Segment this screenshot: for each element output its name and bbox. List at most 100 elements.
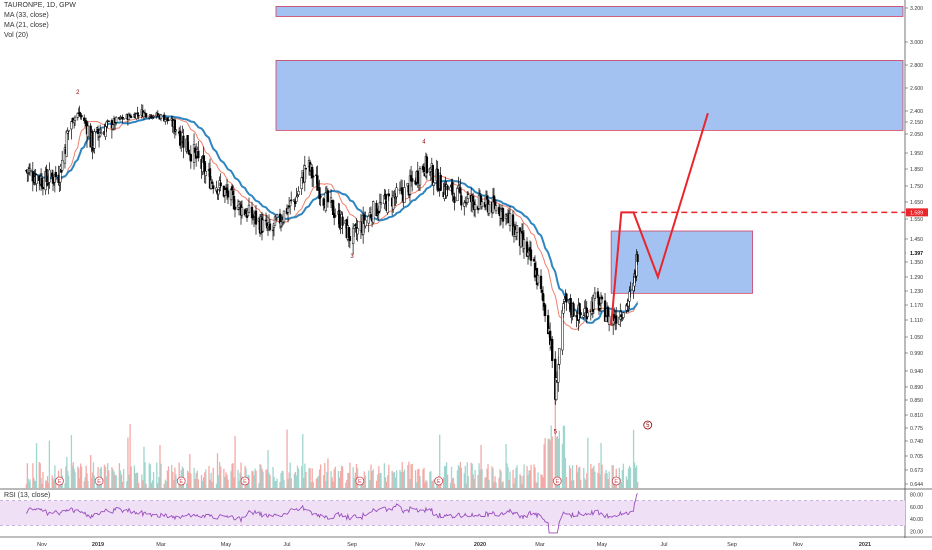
earnings-marker-label: E	[555, 479, 559, 485]
volume-bar	[585, 480, 587, 488]
price-tick-label: 1.750	[910, 184, 923, 190]
volume-bar	[156, 462, 158, 488]
volume-bar	[204, 472, 206, 488]
candle-body	[449, 186, 452, 191]
volume-bar	[408, 461, 410, 488]
volume-bar	[233, 477, 235, 488]
volume-bar	[137, 482, 140, 488]
rsi-band	[0, 500, 905, 526]
volume-bar	[460, 467, 463, 488]
candle-body	[326, 190, 330, 203]
volume-bar	[341, 466, 344, 488]
volume-bar	[55, 479, 57, 488]
candle-body	[582, 315, 585, 318]
candle-body	[393, 196, 396, 198]
candle-body	[331, 200, 335, 216]
price-tick-label: 1.650	[910, 200, 923, 206]
volume-bar	[217, 475, 220, 488]
time-tick-label: Nov	[415, 542, 425, 548]
volume-bar	[143, 446, 145, 488]
rsi-legend[interactable]: RSI (13, close)	[4, 492, 51, 499]
volume-bar	[516, 465, 518, 488]
earnings-marker	[176, 476, 186, 486]
rsi-tick-label: 60.00	[910, 505, 923, 511]
volume-bar	[74, 472, 76, 488]
candle-body	[562, 303, 565, 314]
volume-bar	[444, 466, 447, 488]
volume-bar	[439, 434, 441, 488]
candle-body	[494, 205, 498, 212]
candle-body	[543, 304, 547, 316]
volume-bar	[399, 469, 401, 488]
time-tick-label: Mar	[156, 542, 166, 548]
volume-bar	[149, 464, 152, 488]
volume-bar	[414, 470, 417, 488]
volume-bar	[173, 480, 175, 488]
volume-bar	[534, 467, 536, 488]
volume-bar	[540, 474, 542, 488]
candle-body	[563, 298, 566, 302]
volume-bar	[211, 481, 213, 488]
volume-bar	[185, 482, 188, 488]
candle-body	[324, 192, 327, 211]
candle-body	[487, 204, 491, 214]
volume-bar	[35, 443, 38, 488]
volume-bar	[203, 477, 205, 488]
candle-body	[271, 229, 275, 232]
volume-bar	[205, 469, 207, 488]
volume-bar	[327, 458, 329, 488]
volume-bar	[494, 476, 496, 488]
volume-bar	[119, 470, 122, 488]
candle-body	[463, 202, 466, 207]
volume-bar	[59, 483, 62, 488]
volume-bar	[174, 467, 176, 488]
time-tick-label: 2021	[859, 542, 871, 548]
volume-bar	[424, 482, 426, 488]
target-zone-1	[275, 6, 904, 17]
candle-body	[231, 191, 235, 196]
time-tick-label: Jul	[283, 542, 290, 548]
volume-bar	[368, 470, 370, 488]
volume-bar	[459, 462, 462, 488]
volume-bar	[606, 473, 608, 488]
volume-bar	[452, 477, 455, 488]
candle-body	[187, 149, 190, 155]
time-tick-label: Nov	[37, 542, 47, 548]
candle-body	[446, 185, 449, 191]
wave-label-5: 5	[554, 430, 558, 436]
volume-bar	[403, 469, 406, 488]
candle-body	[186, 134, 189, 151]
volume-bar	[315, 478, 318, 488]
candle-body	[600, 296, 604, 300]
volume-bar	[601, 464, 603, 488]
volume-bar	[580, 479, 582, 488]
candle-body	[70, 121, 73, 130]
candle-body	[387, 193, 390, 197]
price-tick-label: 1.170	[910, 303, 923, 309]
volume-bar	[394, 477, 397, 488]
symbol-label[interactable]: TAURONPE, 1D, GPW	[4, 2, 76, 9]
volume-bar	[467, 476, 469, 488]
volume-bar	[473, 478, 475, 488]
candle-body	[192, 144, 196, 163]
chart-legend: TAURONPE, 1D, GPW MA (33, close) MA (21,…	[4, 1, 76, 41]
volume-bar	[103, 464, 106, 488]
volume-bar	[251, 470, 253, 488]
volume-bar	[26, 463, 29, 488]
candle-body	[275, 214, 279, 218]
ma21-label[interactable]: MA (21, close)	[4, 22, 49, 29]
candle-body	[598, 305, 602, 309]
volume-bar	[493, 482, 495, 488]
volume-bar	[495, 482, 497, 488]
volume-bar	[364, 475, 367, 488]
candle-body	[451, 182, 454, 196]
volume-bar	[87, 480, 89, 488]
ma33-label[interactable]: MA (33, close)	[4, 12, 49, 19]
volume-bar	[114, 474, 116, 488]
volume-bar	[111, 467, 113, 488]
vol-label[interactable]: Vol (20)	[4, 32, 29, 39]
candle-body	[35, 174, 38, 184]
volume-bar	[32, 463, 34, 488]
candle-body	[354, 224, 357, 227]
